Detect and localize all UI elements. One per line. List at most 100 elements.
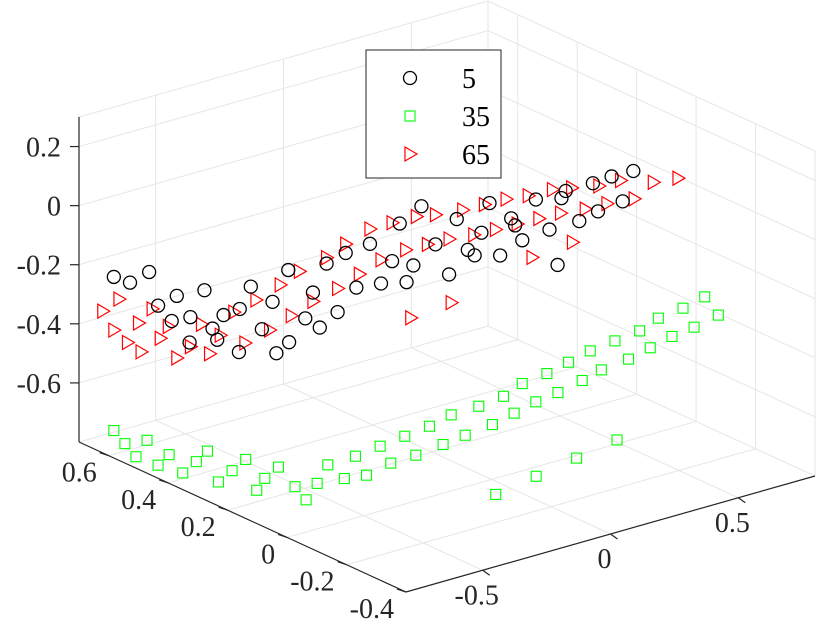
- data-point-series-5: [183, 309, 198, 325]
- data-point-series-35: [486, 418, 498, 431]
- data-point-series-5: [349, 280, 364, 295]
- data-point-series-65: [546, 181, 561, 198]
- data-point-series-35: [311, 477, 323, 489]
- data-point-series-35: [201, 445, 213, 457]
- data-point-series-35: [259, 472, 271, 484]
- data-point-series-5: [414, 199, 429, 214]
- grid-line: [346, 448, 756, 566]
- data-point-series-5: [338, 245, 353, 261]
- data-point-series-5: [585, 176, 601, 191]
- data-point-series-35: [190, 456, 202, 468]
- grid-line: [487, 266, 816, 418]
- data-point-series-5: [554, 190, 569, 206]
- grid-line: [168, 366, 578, 484]
- data-point-series-5: [216, 307, 231, 323]
- data-point-series-35: [497, 390, 510, 402]
- data-point-series-65: [108, 322, 123, 339]
- data-point-series-65: [614, 172, 629, 189]
- grid-line: [487, 30, 816, 181]
- data-point-series-65: [214, 327, 229, 344]
- data-point-series-35: [508, 407, 520, 419]
- data-point-series-65: [445, 294, 460, 311]
- data-point-series-5: [399, 275, 414, 290]
- data-point-series-65: [533, 210, 548, 227]
- data-point-series-65: [500, 191, 515, 208]
- y-tick-label: -0.4: [350, 594, 394, 625]
- data-point-series-65: [135, 343, 150, 360]
- data-point-series-35: [530, 470, 542, 482]
- data-point-series-5: [615, 194, 630, 209]
- data-point-series-35: [322, 459, 334, 471]
- data-point-series-5: [626, 163, 641, 179]
- data-point-series-65: [410, 208, 425, 225]
- x-tick-label: 0.5: [715, 508, 750, 539]
- data-point-series-5: [474, 225, 489, 240]
- x-tick-label: -0.5: [455, 580, 499, 611]
- legend-box: [365, 49, 502, 179]
- data-point-series-35: [699, 291, 711, 303]
- data-point-series-65: [293, 263, 308, 280]
- data-point-series-35: [652, 312, 664, 324]
- grid-line: [487, 148, 816, 300]
- data-point-series-35: [360, 469, 373, 481]
- data-point-series-65: [579, 201, 594, 218]
- data-point-series-65: [154, 330, 169, 347]
- x-tick: [737, 497, 746, 504]
- data-point-series-35: [584, 345, 596, 357]
- legend-label: 5: [462, 64, 476, 95]
- data-point-series-65: [421, 236, 436, 253]
- grid-line: [283, 383, 611, 535]
- data-point-series-35: [130, 451, 142, 463]
- legend[interactable]: 5 35 65: [365, 49, 502, 179]
- legend-label: 35: [462, 102, 490, 133]
- data-point-series-35: [374, 440, 386, 452]
- y-tick: [99, 452, 109, 457]
- data-point-series-5: [197, 283, 212, 298]
- data-point-series-65: [443, 230, 458, 248]
- x-tick-label: 0: [598, 544, 612, 575]
- data-point-series-35: [688, 321, 700, 333]
- data-point-series-35: [677, 302, 689, 314]
- data-point-series-65: [511, 215, 526, 233]
- data-point-series-65: [113, 291, 128, 308]
- y-tick: [396, 588, 407, 593]
- data-point-series-65: [601, 195, 616, 212]
- data-point-series-65: [162, 318, 177, 335]
- data-point-series-65: [457, 201, 471, 219]
- y-tick: [337, 561, 347, 566]
- data-point-series-5: [550, 257, 565, 273]
- data-point-series-65: [566, 234, 581, 251]
- data-point-series-35: [423, 420, 436, 432]
- data-point-series-35: [272, 461, 285, 473]
- box-edge: [487, 325, 816, 477]
- data-point-series-5: [254, 322, 270, 337]
- data-point-series-35: [240, 453, 252, 465]
- data-point-series-35: [437, 438, 449, 451]
- data-point-series-5: [298, 311, 313, 326]
- data-point-series-5: [362, 236, 378, 251]
- data-point-series-5: [558, 183, 573, 199]
- legend-marker-35: [404, 110, 416, 122]
- data-point-series-65: [146, 300, 161, 317]
- data-point-series-35: [576, 374, 588, 387]
- data-point-series-35: [385, 457, 397, 469]
- z-tick-label: 0.2: [26, 133, 61, 164]
- y-tick-label: 0.4: [121, 485, 156, 516]
- data-point-series-5: [232, 301, 247, 317]
- data-point-series-5: [604, 169, 619, 184]
- data-point-series-35: [516, 378, 528, 390]
- data-point-series-5: [150, 298, 166, 313]
- data-point-series-35: [177, 467, 189, 479]
- box-edge: [78, 325, 489, 443]
- data-point-series-5: [265, 294, 280, 310]
- data-point-series-35: [445, 409, 457, 421]
- data-point-series-65: [285, 307, 300, 324]
- data-point-series-35: [541, 368, 553, 380]
- y-tick-label: 0.6: [62, 458, 97, 489]
- data-point-series-5: [384, 253, 400, 269]
- y-tick-label: -0.2: [290, 567, 334, 598]
- data-point-series-65: [353, 266, 368, 283]
- x-tick: [482, 569, 491, 576]
- box-edge: [78, 0, 489, 118]
